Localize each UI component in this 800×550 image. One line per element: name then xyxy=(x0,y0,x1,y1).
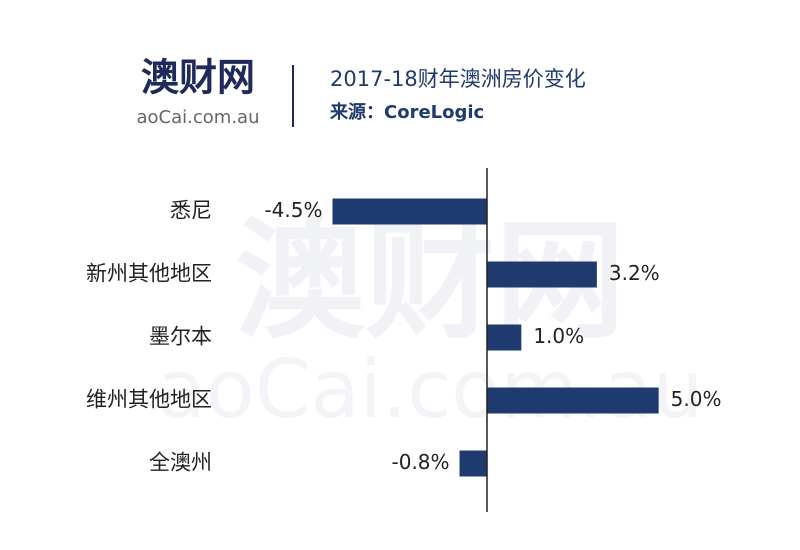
value-label: -4.5% xyxy=(264,198,322,222)
chart-title: 2017-18财年澳洲房价变化 xyxy=(330,67,586,91)
category-label: 全澳州 xyxy=(149,451,212,475)
category-label: 墨尔本 xyxy=(149,325,212,349)
bar xyxy=(487,324,522,351)
category-label: 新州其他地区 xyxy=(86,262,212,286)
logo-name: 澳财网 xyxy=(141,56,255,100)
bar xyxy=(487,261,597,288)
logo-domain: aoCai.com.au xyxy=(137,107,260,128)
value-label: -0.8% xyxy=(392,450,450,474)
bar xyxy=(332,198,487,225)
chart-subtitle: 来源：CoreLogic xyxy=(329,101,484,123)
bar xyxy=(459,450,487,477)
category-label: 维州其他地区 xyxy=(86,388,212,412)
value-label: 3.2% xyxy=(609,261,660,285)
value-label: 1.0% xyxy=(533,324,584,348)
category-label: 悉尼 xyxy=(170,199,212,223)
bar xyxy=(487,387,659,414)
value-label: 5.0% xyxy=(671,387,722,411)
